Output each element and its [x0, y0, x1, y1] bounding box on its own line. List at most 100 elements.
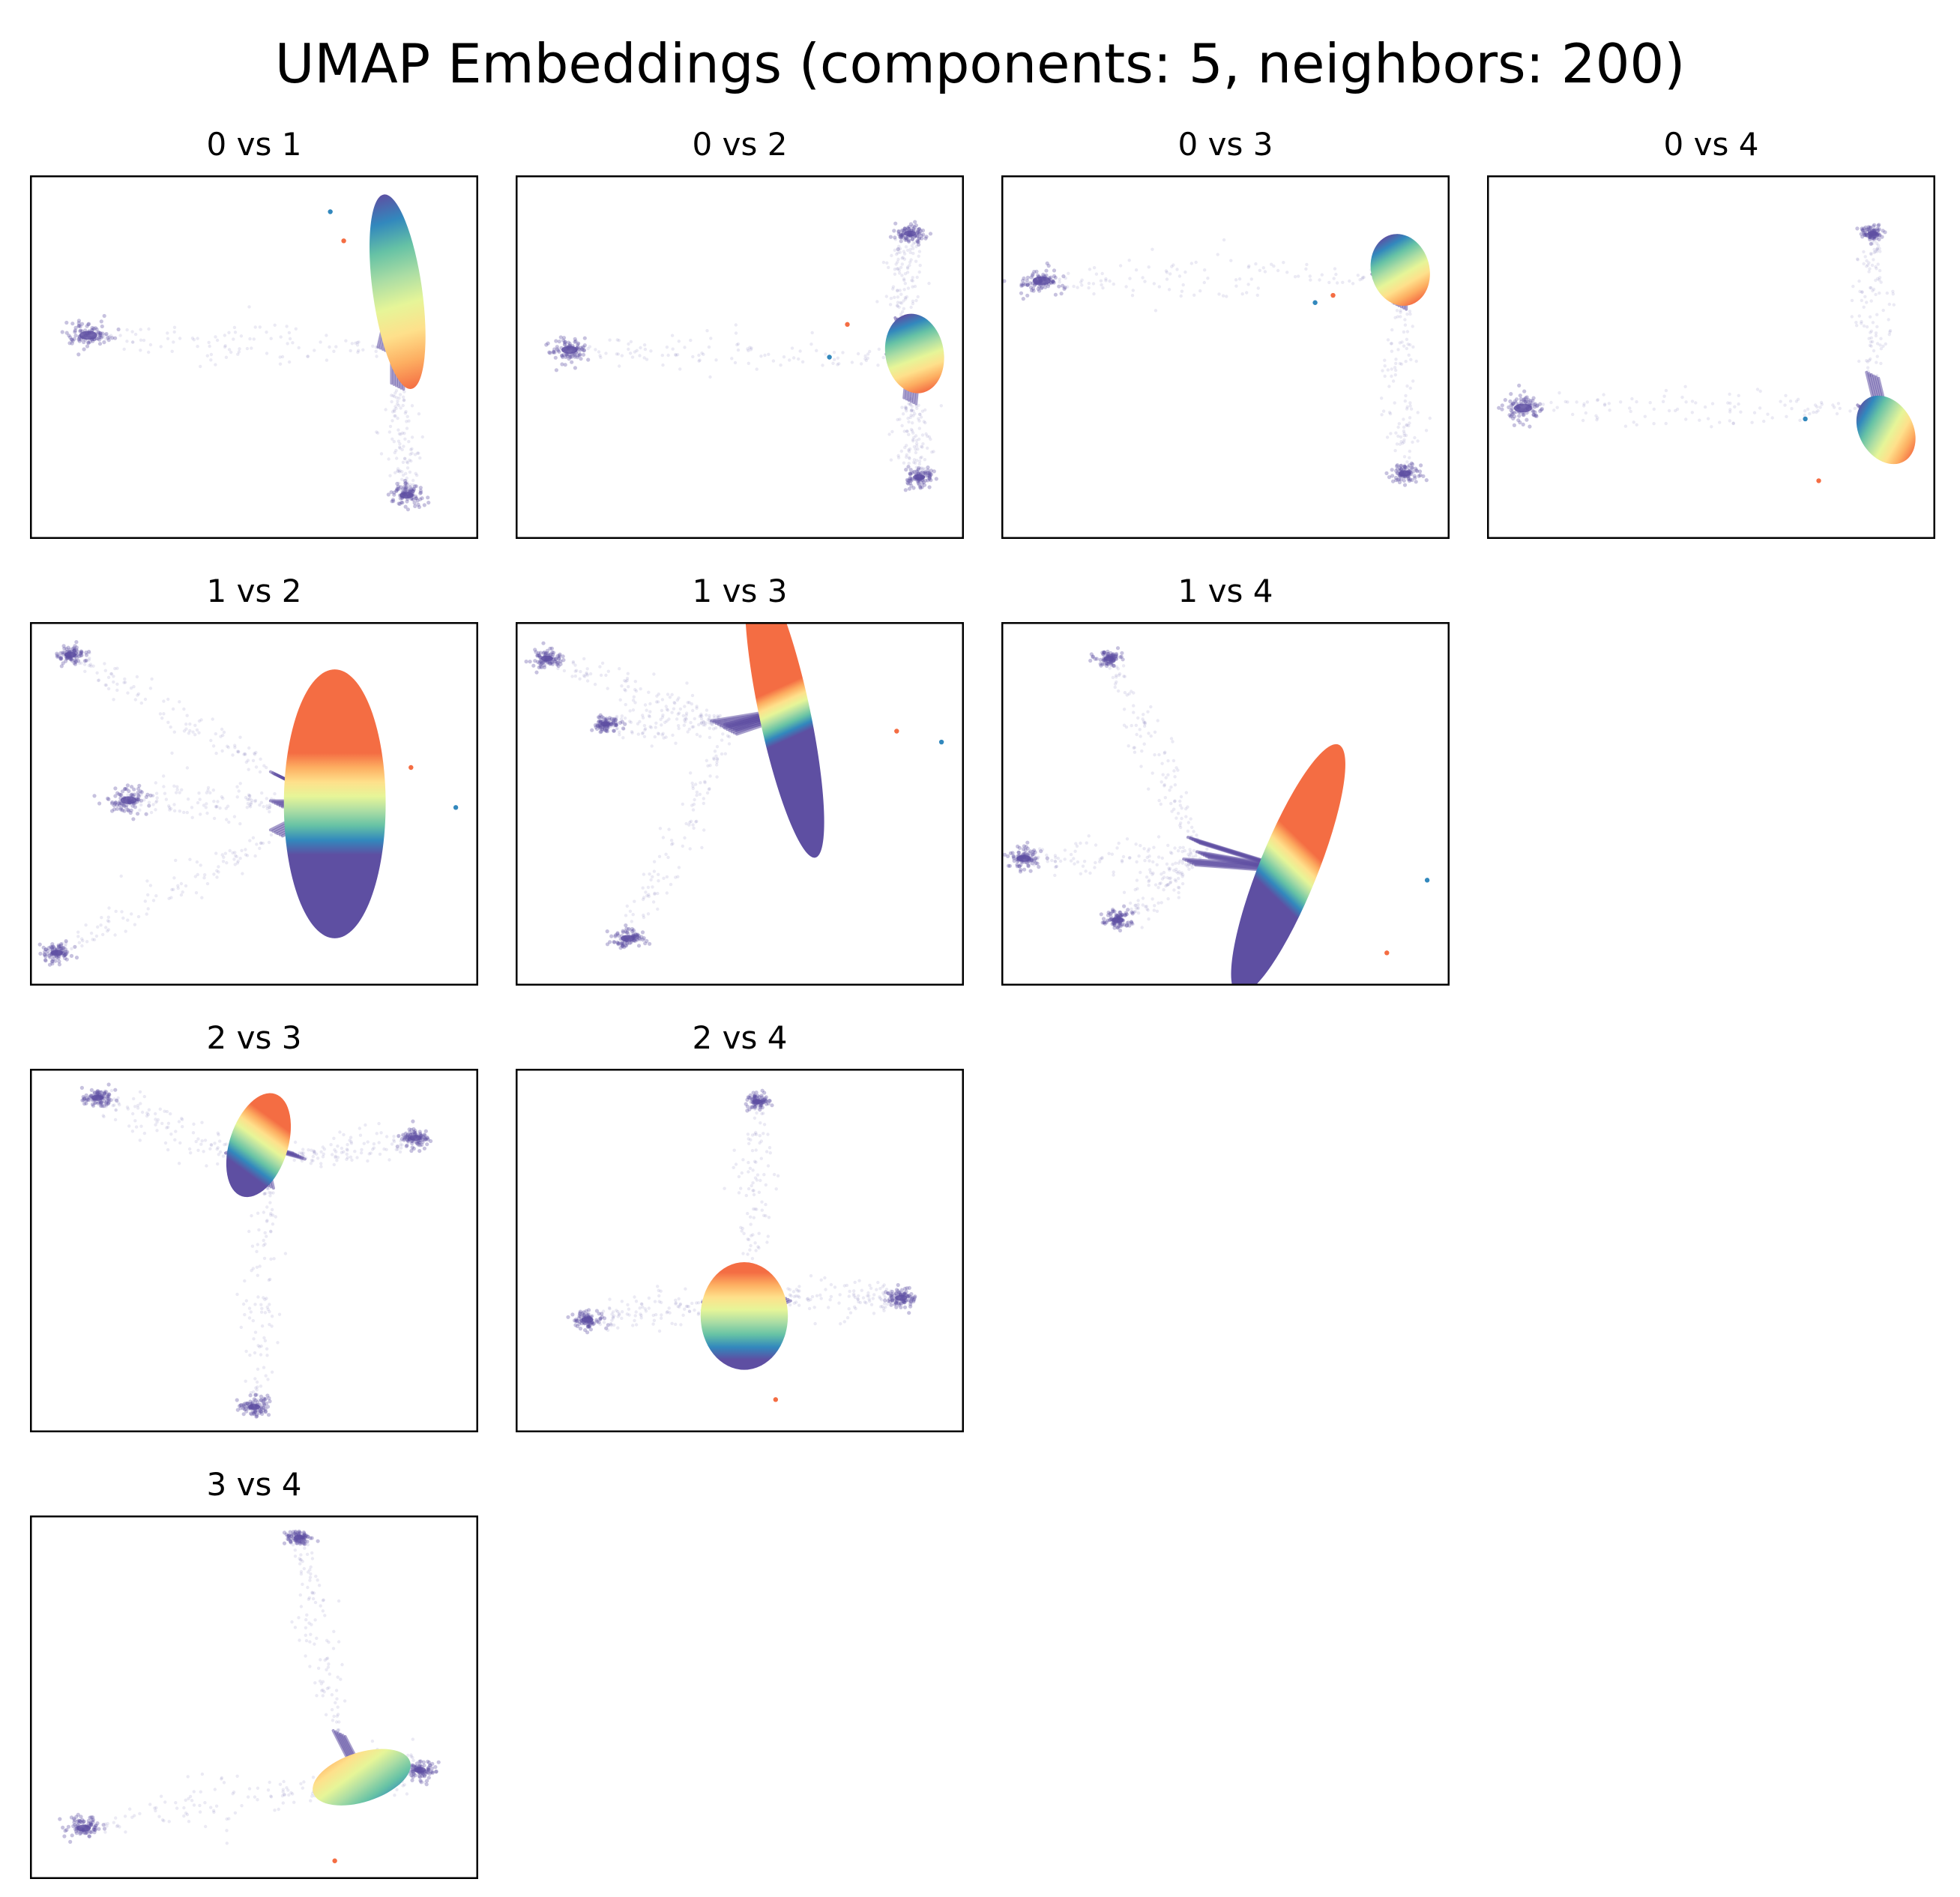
- data-point: [1053, 292, 1058, 297]
- data-point: [1391, 479, 1396, 483]
- data-point: [139, 328, 142, 331]
- data-point: [253, 753, 257, 756]
- data-point: [112, 801, 118, 806]
- data-point: [265, 1354, 269, 1357]
- data-point: [898, 233, 903, 238]
- data-point: [251, 759, 256, 762]
- data-point: [254, 1414, 259, 1419]
- data-point: [726, 734, 730, 738]
- data-point: [1142, 724, 1147, 728]
- data-point: [609, 1322, 613, 1326]
- data-point: [72, 337, 76, 341]
- data-point: [747, 1186, 751, 1191]
- data-point: [314, 1152, 319, 1156]
- data-point: [356, 350, 360, 355]
- data-point: [426, 501, 431, 505]
- data-point: [1023, 282, 1028, 286]
- data-point: [1034, 860, 1038, 866]
- data-point: [885, 1291, 890, 1295]
- data-point: [97, 333, 102, 337]
- data-point: [398, 446, 402, 450]
- data-point: [1517, 383, 1522, 387]
- data-point: [336, 1156, 340, 1159]
- data-point: [1163, 796, 1167, 800]
- data-point: [1098, 857, 1102, 861]
- data-point: [1381, 409, 1386, 413]
- data-point: [624, 923, 628, 928]
- data-point: [621, 930, 625, 935]
- data-point: [260, 1411, 265, 1417]
- data-point: [613, 723, 618, 728]
- data-point: [1381, 369, 1384, 373]
- data-point: [764, 1095, 768, 1100]
- data-point: [915, 230, 920, 235]
- data-point: [397, 501, 402, 506]
- data-point: [73, 334, 78, 338]
- data-point: [1860, 235, 1865, 239]
- data-point: [909, 305, 913, 310]
- data-point: [1518, 393, 1522, 398]
- data-point: [130, 330, 134, 334]
- data-point: [573, 669, 577, 673]
- data-point: [95, 671, 99, 675]
- data-point: [588, 345, 592, 349]
- data-point: [1032, 270, 1037, 274]
- data-point: [259, 1353, 263, 1357]
- data-point: [410, 404, 414, 408]
- data-point: [842, 1284, 846, 1288]
- data-point: [1033, 853, 1037, 857]
- data-point: [899, 449, 903, 453]
- data-point: [575, 1318, 579, 1323]
- data-point: [926, 446, 929, 450]
- data-point: [1405, 405, 1409, 409]
- data-point: [917, 412, 922, 416]
- data-point: [1076, 860, 1080, 864]
- data-point: [760, 1095, 765, 1100]
- data-point: [759, 1121, 762, 1125]
- data-point: [889, 1289, 893, 1293]
- data-point: [187, 1147, 192, 1151]
- data-point: [226, 746, 230, 750]
- data-point: [312, 1149, 316, 1153]
- data-point: [557, 340, 561, 344]
- data-point: [753, 1207, 757, 1211]
- data-point: [1293, 275, 1297, 279]
- data-point: [909, 427, 914, 432]
- data-point: [1356, 274, 1360, 277]
- data-point: [402, 444, 405, 448]
- data-point: [214, 851, 218, 855]
- data-point: [1025, 860, 1029, 865]
- data-point: [171, 707, 175, 711]
- data-point: [55, 653, 59, 657]
- data-point: [214, 805, 218, 809]
- data-point: [584, 1309, 588, 1313]
- data-point: [1192, 293, 1196, 297]
- data-point: [1394, 478, 1399, 483]
- data-point: [199, 863, 202, 867]
- data-point: [563, 341, 567, 346]
- data-point: [762, 1091, 767, 1095]
- data-point: [823, 1276, 827, 1280]
- data-point: [1408, 416, 1412, 420]
- data-point: [797, 1295, 801, 1299]
- data-point: [1876, 262, 1880, 266]
- data-point: [64, 659, 68, 663]
- data-point: [604, 1326, 609, 1330]
- data-point: [642, 936, 646, 941]
- data-point: [625, 678, 629, 682]
- data-point: [913, 461, 917, 465]
- panel-title: 1 vs 3: [692, 573, 788, 609]
- data-point: [43, 954, 48, 959]
- data-point: [142, 1131, 147, 1136]
- data-point: [115, 1098, 118, 1102]
- data-point: [1050, 858, 1054, 863]
- data-point: [410, 1145, 414, 1150]
- data-point: [576, 1316, 581, 1321]
- data-point: [122, 803, 127, 808]
- data-point: [754, 1091, 759, 1095]
- data-point: [641, 938, 645, 942]
- data-point: [1113, 654, 1118, 659]
- data-point: [1402, 434, 1406, 438]
- data-point: [758, 1103, 762, 1108]
- data-point: [1179, 794, 1183, 799]
